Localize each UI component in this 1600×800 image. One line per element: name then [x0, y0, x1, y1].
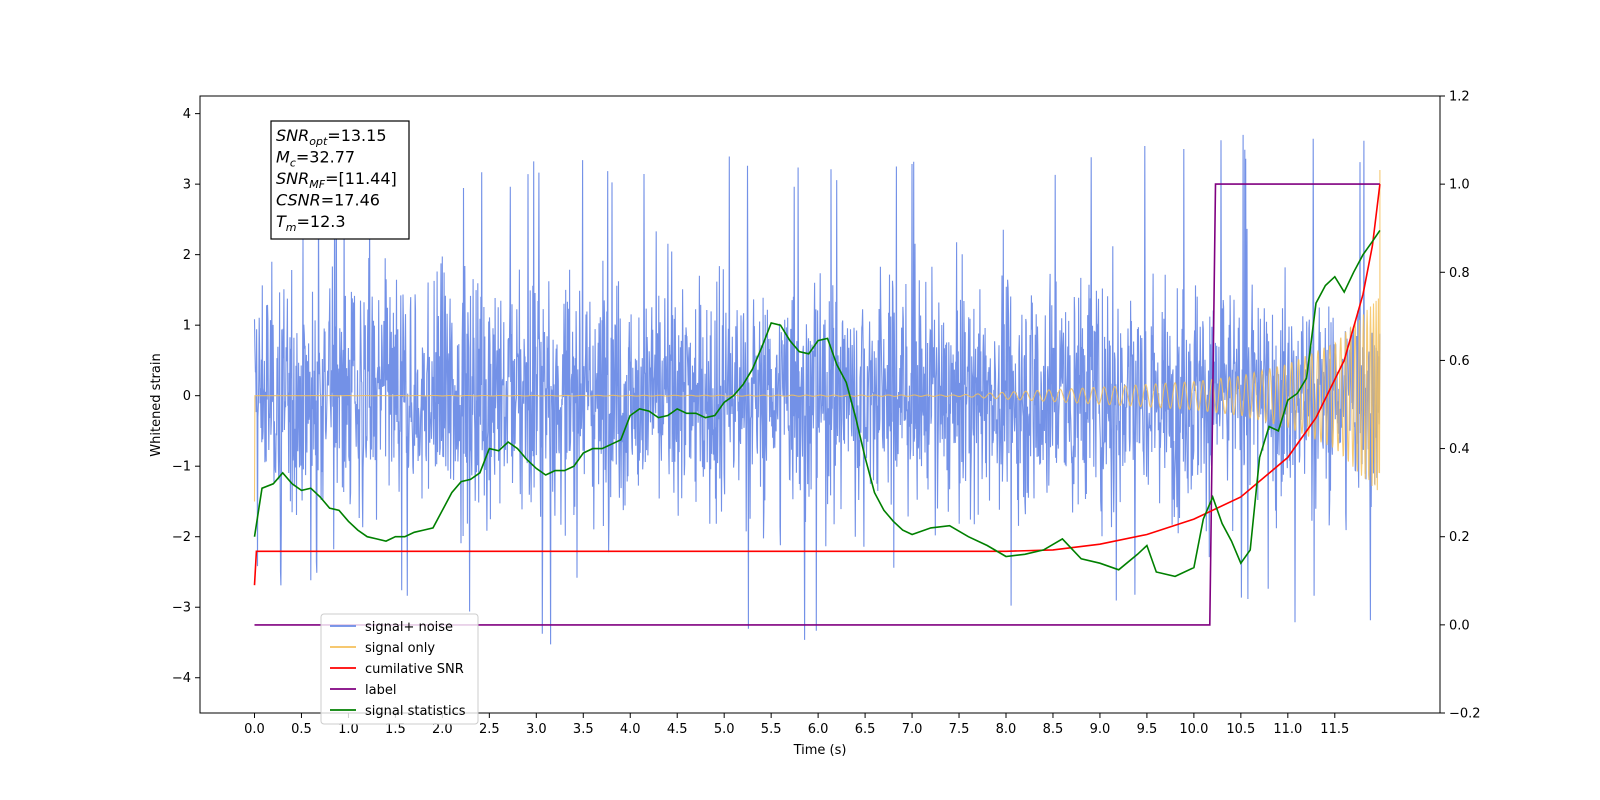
x-tick-label: 3.0 — [526, 722, 547, 737]
y-axis-left-title: Whitened strain — [149, 353, 164, 456]
x-tick-label: 3.5 — [573, 722, 594, 737]
y-right-tick-label: 0.8 — [1449, 266, 1470, 281]
y-axis-right: −0.2 0.0 0.2 0.4 0.6 0.8 1.0 1.2 — [1440, 90, 1481, 722]
y-left-tick-label: 0 — [183, 389, 191, 404]
x-tick-label: 1.0 — [338, 722, 359, 737]
y-right-tick-label: 0.0 — [1449, 618, 1470, 633]
x-tick-label: 4.5 — [667, 722, 688, 737]
x-tick-label: 10.5 — [1226, 722, 1255, 737]
x-tick-label: 2.5 — [479, 722, 500, 737]
y-left-tick-label: −2 — [172, 530, 191, 545]
x-tick-label: 6.5 — [855, 722, 876, 737]
y-left-tick-label: −1 — [172, 460, 191, 475]
y-left-tick-label: 1 — [183, 319, 191, 334]
right-axis-series — [253, 183, 1381, 626]
x-tick-label: 8.5 — [1043, 722, 1064, 737]
y-right-tick-label: 0.4 — [1449, 442, 1470, 457]
annotation-frame — [270, 120, 410, 240]
legend-label: signal+ noise — [365, 620, 453, 635]
x-tick-label: 4.0 — [620, 722, 641, 737]
y-left-tick-label: 4 — [183, 107, 191, 122]
y-axis-left: −4 −3 −2 −1 0 1 2 3 4 — [172, 107, 200, 686]
label-line — [254, 183, 1380, 626]
signal-only-series — [253, 170, 1381, 502]
y-right-tick-label: −0.2 — [1449, 707, 1481, 722]
x-tick-label: 10.0 — [1179, 722, 1208, 737]
y-right-tick-label: 0.2 — [1449, 530, 1470, 545]
y-left-tick-label: −4 — [172, 671, 191, 686]
x-tick-label: 7.0 — [902, 722, 923, 737]
y-left-tick-label: −3 — [172, 601, 191, 616]
x-tick-label: 0.5 — [291, 722, 312, 737]
x-tick-label: 11.0 — [1273, 722, 1302, 737]
x-axis-title: Time (s) — [793, 743, 847, 758]
x-tick-label: 5.0 — [714, 722, 735, 737]
signal-only-line — [253, 170, 1381, 502]
legend-label: label — [365, 683, 396, 698]
x-tick-label: 9.0 — [1090, 722, 1111, 737]
signal-statistics-line — [253, 229, 1381, 578]
x-tick-label: 1.5 — [385, 722, 406, 737]
y-left-tick-label: 2 — [183, 248, 191, 263]
annotation-line: SNRopt=13.15 — [276, 126, 387, 148]
legend-label: signal statistics — [365, 704, 466, 719]
x-axis: 0.0 0.5 1.0 1.5 2.0 2.5 3.0 3.5 4.0 4.5 5.0 5.5 6.0 6… — [244, 713, 1349, 737]
plot-frame — [199, 95, 1441, 714]
x-tick-label: 6.0 — [808, 722, 829, 737]
annotation-line: Mc=32.77 — [276, 148, 355, 170]
legend-frame — [320, 613, 479, 725]
annotation-box: SNRopt=13.15Mc=32.77SNRMF=[11.44]CSNR=17… — [270, 120, 410, 240]
annotation-line: SNRMF=[11.44] — [276, 169, 397, 191]
y-right-tick-label: 0.6 — [1449, 354, 1470, 369]
signal-noise-line — [253, 134, 1381, 645]
y-right-tick-label: 1.0 — [1449, 178, 1470, 193]
x-tick-label: 7.5 — [949, 722, 970, 737]
x-tick-label: 11.5 — [1320, 722, 1349, 737]
legend: signal+ noise signal only cumilative SNR la… — [320, 613, 479, 725]
y-left-tick-label: 3 — [183, 178, 191, 193]
x-tick-label: 8.0 — [996, 722, 1017, 737]
annotation-line: CSNR=17.46 — [276, 191, 380, 210]
x-tick-label: 5.5 — [761, 722, 782, 737]
y-right-tick-label: 1.2 — [1449, 90, 1470, 105]
annotation-line: Tm=12.3 — [276, 212, 346, 234]
x-tick-label: 2.0 — [432, 722, 453, 737]
signal-noise-series — [253, 134, 1381, 645]
legend-label: cumilative SNR — [365, 662, 464, 677]
x-tick-label: 9.5 — [1137, 722, 1158, 737]
x-tick-label: 0.0 — [244, 722, 265, 737]
legend-label: signal only — [365, 641, 435, 656]
